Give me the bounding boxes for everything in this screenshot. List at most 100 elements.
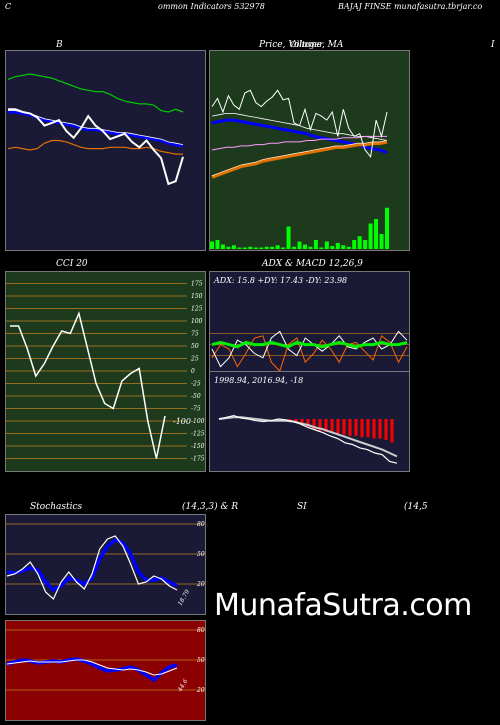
volume-bar xyxy=(226,246,231,249)
cci-tick-label: 50 xyxy=(191,343,199,350)
header-title: ommon Indicators 532978 xyxy=(158,2,265,11)
cci-tick-label: -125 xyxy=(191,431,205,438)
cci-tick-label: 75 xyxy=(191,331,199,338)
rsi-smooth-line xyxy=(6,659,178,676)
volume-bar xyxy=(237,247,242,249)
cci-background xyxy=(5,271,206,472)
rsi-title: SI xyxy=(297,502,307,512)
cci-tick-label: -175 xyxy=(191,456,205,463)
macd-histogram-bar xyxy=(384,419,388,440)
volume-bar xyxy=(286,226,291,249)
volume-bar xyxy=(248,246,253,249)
price-title: Price, Volume, MA xyxy=(259,40,344,50)
volume-bar xyxy=(253,247,258,249)
macd-histogram-bar xyxy=(390,419,394,443)
ma-orange-highlight xyxy=(211,140,388,177)
macd-histogram-bar xyxy=(300,419,304,426)
macd-histogram-bar xyxy=(342,419,346,435)
volume-bar xyxy=(242,247,247,249)
stoch-tick-label: 20 xyxy=(196,581,205,588)
rsi-tick-label: 80 xyxy=(197,627,205,634)
cci-tick-label: -100 xyxy=(191,418,205,425)
macd-chart: 1998.94, 2016.94, -18 xyxy=(209,371,410,472)
adx-line xyxy=(211,340,408,349)
volume-bar xyxy=(335,243,340,249)
cci-tick-label: -50 xyxy=(191,393,201,400)
cci-title: CCI 20 xyxy=(56,259,88,269)
volume-bar xyxy=(297,241,302,249)
volume-bar xyxy=(308,246,313,249)
volume-bar xyxy=(275,245,280,249)
cci-tick-label: -150 xyxy=(191,443,205,450)
cci-tick-label: 175 xyxy=(191,281,203,288)
price-line xyxy=(8,108,184,186)
volume-bar xyxy=(215,240,220,249)
macd-histogram-bar xyxy=(312,419,316,430)
volume-bar xyxy=(264,246,269,249)
volume-bar xyxy=(324,241,329,249)
cci-tick-label: 25 xyxy=(190,356,199,363)
bollinger-title: B xyxy=(56,40,63,50)
volume-bar xyxy=(302,244,307,249)
price-line xyxy=(211,89,388,158)
volume-bar xyxy=(357,236,362,249)
volume-bar xyxy=(352,240,357,249)
cci-value-label: -100 xyxy=(173,417,191,426)
cci-tick-label: -25 xyxy=(191,381,201,388)
volume-bar xyxy=(231,245,236,249)
volume-bar xyxy=(363,240,368,249)
macd-histogram-bar xyxy=(366,419,370,438)
ma-pink-line xyxy=(211,135,387,151)
ma-orange-line xyxy=(211,140,388,179)
volume-bar xyxy=(330,246,335,249)
macd-histogram-bar xyxy=(378,419,382,439)
volume-bar xyxy=(346,246,351,249)
adx-readout: ADX: 15.8 +DY: 17.43 -DY: 23.98 xyxy=(213,276,347,285)
price-title-overlap: Ollinger xyxy=(290,40,324,49)
macd-histogram-bar xyxy=(306,419,310,427)
volume-bar xyxy=(292,246,297,249)
cci-tick-label: -75 xyxy=(191,406,201,413)
macd-histogram-bar xyxy=(348,419,352,436)
macd-histogram-bar xyxy=(360,419,364,438)
bollinger-background xyxy=(5,50,206,251)
rsi-line xyxy=(6,657,178,683)
macd-histogram-bar xyxy=(294,419,298,423)
stoch-tick-label: 50 xyxy=(197,551,205,558)
volume-bar xyxy=(374,219,379,249)
macd-histogram-bar xyxy=(354,419,358,436)
stoch-params: (14,3,3) & R xyxy=(182,502,239,512)
cci-chart: 1751501251007550250-25-50-75-100-125-150… xyxy=(5,271,206,472)
cci-line xyxy=(10,311,166,459)
macd-histogram-bar xyxy=(330,419,334,434)
volume-bar xyxy=(281,247,286,249)
adx-macd-title: ADX & MACD 12,26,9 xyxy=(262,259,363,269)
volume-bar xyxy=(270,246,275,249)
volume-bar xyxy=(368,223,373,249)
rsi-tick-label: 20 xyxy=(196,687,205,694)
stochastics-background xyxy=(5,514,206,615)
rsi-params: (14,5 xyxy=(404,502,428,512)
watermark: MunafaSutra.com xyxy=(214,588,472,623)
header-site: BAJAJ FINSE munafasutra.tbrjar.co xyxy=(338,2,483,11)
volume-bar xyxy=(319,247,324,249)
macd-readout: 1998.94, 2016.94, -18 xyxy=(214,376,303,385)
stoch-title: Stochastics xyxy=(30,502,83,512)
volume-bar xyxy=(341,245,346,249)
cci-tick-label: 150 xyxy=(191,293,203,300)
volume-bar xyxy=(210,241,214,249)
price-volume-chart xyxy=(209,50,410,251)
header-left: C xyxy=(5,2,12,11)
far-right-title: I xyxy=(491,40,495,50)
macd-signal-line xyxy=(218,416,398,458)
macd-line xyxy=(218,414,398,464)
macd-histogram-bar xyxy=(324,419,328,432)
cci-tick-label: 100 xyxy=(191,318,203,325)
minus-di-line xyxy=(211,334,408,372)
stoch-tick-label: 80 xyxy=(197,521,205,528)
stoch-k-line xyxy=(6,535,178,600)
cci-tick-label: 125 xyxy=(191,306,203,313)
macd-histogram-bar xyxy=(336,419,340,435)
macd-histogram-bar xyxy=(318,419,322,431)
